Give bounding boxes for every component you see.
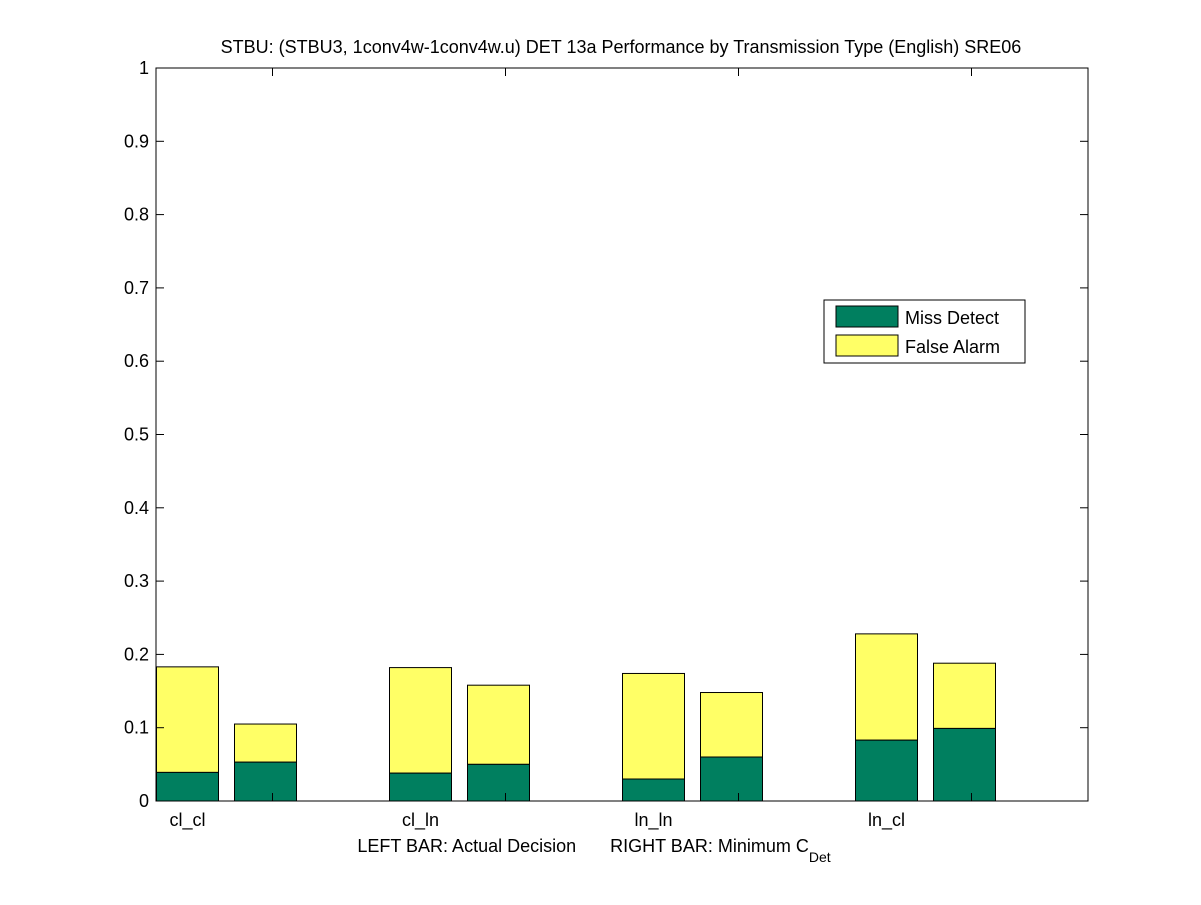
x-axis-label-gap bbox=[580, 836, 610, 856]
plot-frame bbox=[155, 67, 1089, 802]
bar-miss-detect-actual-ln_ln bbox=[622, 778, 685, 802]
y-tick-label: 0.8 bbox=[124, 205, 149, 225]
bar-miss-detect-mincdet-ln_cl bbox=[933, 727, 996, 802]
y-tick-label: 0.2 bbox=[124, 644, 149, 664]
bars-group bbox=[156, 633, 996, 802]
bar-false-alarm-mincdet-ln_ln bbox=[700, 692, 763, 758]
legend-swatch-miss-detect bbox=[835, 305, 899, 328]
bar-miss-detect-actual-cl_cl bbox=[156, 771, 219, 802]
bar-miss-detect-mincdet-cl_ln bbox=[467, 763, 530, 802]
legend: Miss Detect False Alarm bbox=[823, 299, 1026, 364]
bar-false-alarm-mincdet-ln_cl bbox=[933, 662, 996, 729]
bar-false-alarm-actual-cl_cl bbox=[156, 666, 219, 773]
bar-miss-detect-mincdet-ln_ln bbox=[700, 756, 763, 802]
bar-false-alarm-mincdet-cl_cl bbox=[234, 723, 297, 763]
legend-swatch-false-alarm bbox=[835, 334, 899, 357]
x-axis-label-subscript: Det bbox=[809, 849, 831, 865]
x-tick-label-cl_ln: cl_ln bbox=[402, 810, 439, 831]
x-tick-labels: cl_cl cl_ln ln_ln ln_cl bbox=[169, 810, 905, 831]
bar-false-alarm-actual-ln_ln bbox=[622, 672, 685, 780]
y-tick-label: 0.4 bbox=[124, 498, 149, 518]
y-tick-label: 0.9 bbox=[124, 131, 149, 151]
x-tick-label-cl_cl: cl_cl bbox=[169, 810, 205, 831]
bar-false-alarm-actual-ln_cl bbox=[855, 633, 918, 741]
y-tick-label: 0.1 bbox=[124, 718, 149, 738]
x-axis-label-right: RIGHT BAR: Minimum C bbox=[610, 836, 809, 856]
x-axis-label-left: LEFT BAR: Actual Decision bbox=[357, 836, 576, 856]
y-tick-labels: 0 0.1 0.2 0.3 0.4 0.5 0.6 0.7 0.8 0.9 1 bbox=[124, 58, 149, 811]
bar-miss-detect-actual-ln_cl bbox=[855, 739, 918, 802]
bar-miss-detect-mincdet-cl_cl bbox=[234, 761, 297, 802]
x-tick-label-ln_ln: ln_ln bbox=[634, 810, 672, 831]
bar-false-alarm-mincdet-cl_ln bbox=[467, 684, 530, 765]
x-tick-label-ln_cl: ln_cl bbox=[868, 810, 905, 831]
bar-miss-detect-actual-cl_ln bbox=[389, 772, 452, 802]
legend-label-miss-detect: Miss Detect bbox=[905, 308, 999, 328]
chart-title: STBU: (STBU3, 1conv4w-1conv4w.u) DET 13a… bbox=[221, 37, 1022, 57]
legend-label-false-alarm: False Alarm bbox=[905, 337, 1000, 357]
x-axis-label: LEFT BAR: Actual Decision RIGHT BAR: Min… bbox=[357, 836, 830, 865]
y-tick-label: 0.3 bbox=[124, 571, 149, 591]
y-tick-label: 0.5 bbox=[124, 425, 149, 445]
y-tick-label: 0 bbox=[139, 791, 149, 811]
y-tick-label: 0.7 bbox=[124, 278, 149, 298]
y-tick-label: 0.6 bbox=[124, 351, 149, 371]
bar-false-alarm-actual-cl_ln bbox=[389, 667, 452, 774]
y-tick-label: 1 bbox=[139, 58, 149, 78]
